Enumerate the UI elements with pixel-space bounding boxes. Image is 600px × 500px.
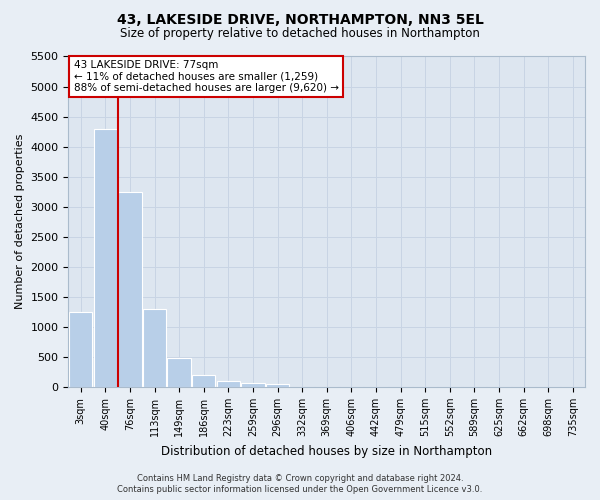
Text: 43, LAKESIDE DRIVE, NORTHAMPTON, NN3 5EL: 43, LAKESIDE DRIVE, NORTHAMPTON, NN3 5EL	[116, 12, 484, 26]
X-axis label: Distribution of detached houses by size in Northampton: Distribution of detached houses by size …	[161, 444, 492, 458]
Text: 43 LAKESIDE DRIVE: 77sqm
← 11% of detached houses are smaller (1,259)
88% of sem: 43 LAKESIDE DRIVE: 77sqm ← 11% of detach…	[74, 60, 338, 93]
Bar	[217, 381, 240, 387]
Bar	[167, 358, 191, 387]
Bar	[192, 375, 215, 387]
Bar	[118, 192, 142, 387]
Text: Contains HM Land Registry data © Crown copyright and database right 2024.
Contai: Contains HM Land Registry data © Crown c…	[118, 474, 482, 494]
Text: Size of property relative to detached houses in Northampton: Size of property relative to detached ho…	[120, 28, 480, 40]
Bar	[266, 384, 289, 387]
Bar	[143, 309, 166, 387]
Y-axis label: Number of detached properties: Number of detached properties	[15, 134, 25, 310]
Bar	[94, 128, 117, 387]
Bar	[69, 312, 92, 387]
Bar	[241, 382, 265, 387]
